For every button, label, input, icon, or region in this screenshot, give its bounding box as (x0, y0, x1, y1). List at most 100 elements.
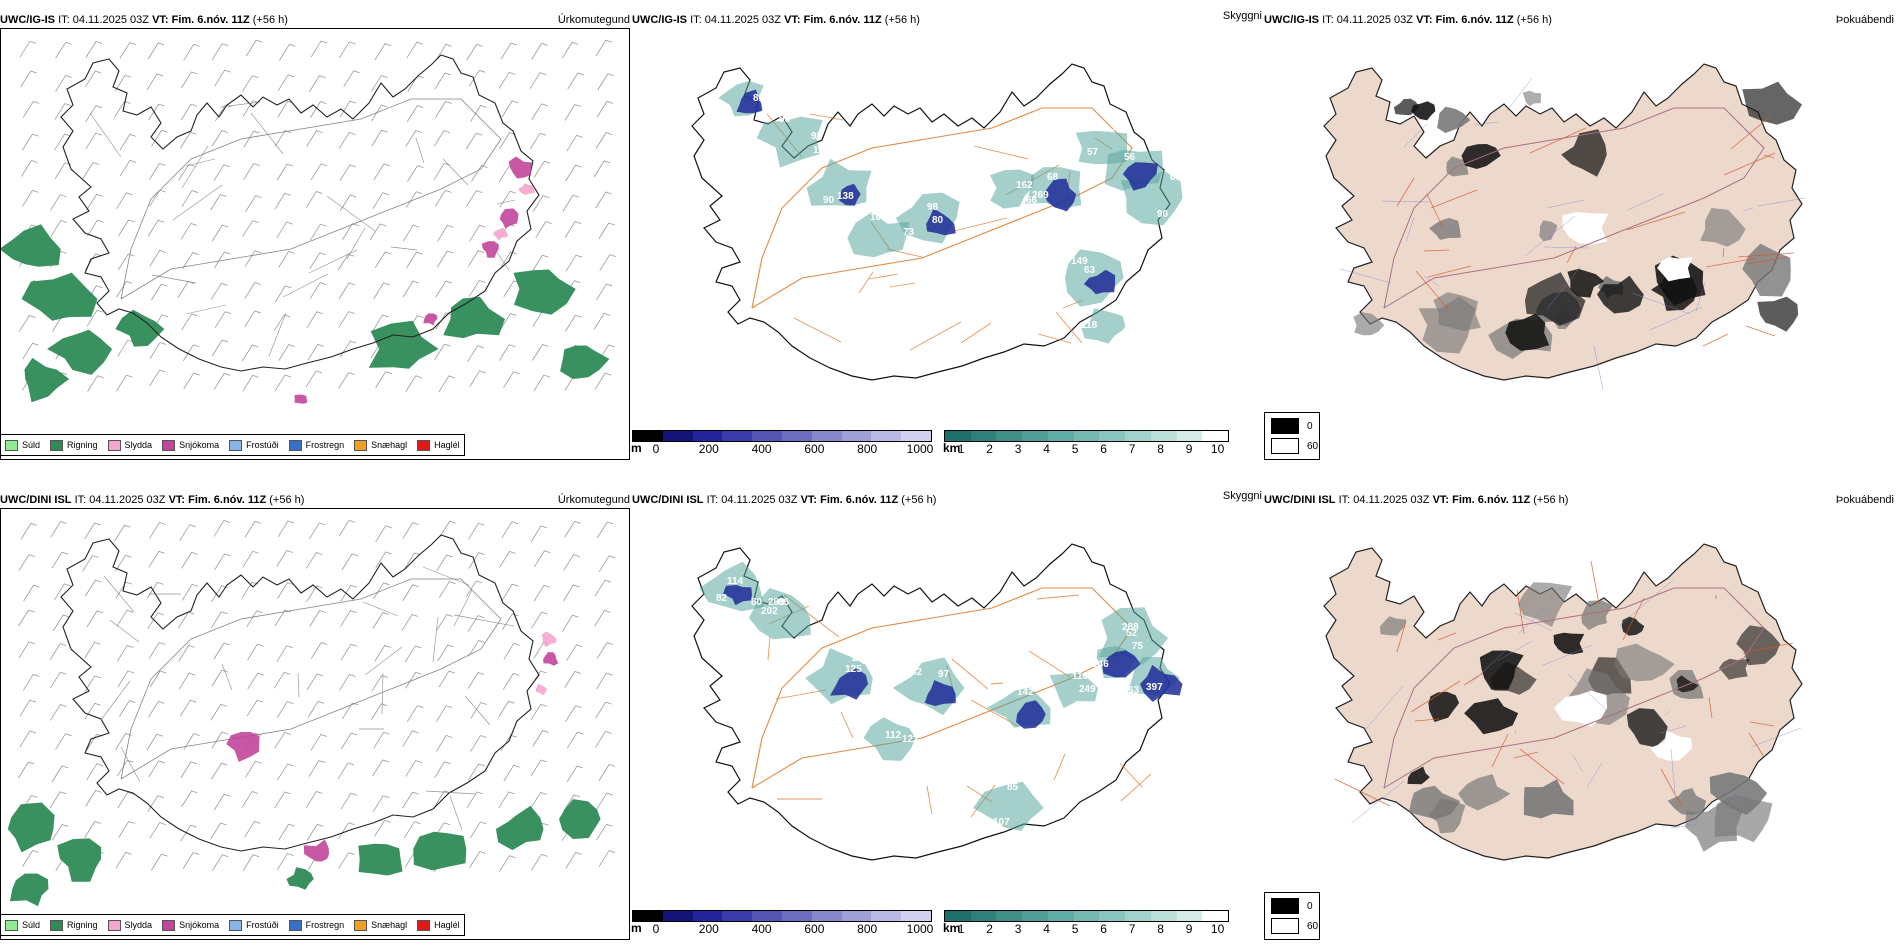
road-segment (858, 271, 874, 294)
wind-barb (437, 644, 454, 662)
wind-barb (179, 524, 196, 541)
legend-label: Rigning (67, 920, 98, 930)
colorbar-unit: km (943, 921, 961, 935)
wind-barb (211, 43, 229, 61)
colorbar-swatch (662, 911, 693, 921)
road-segment (1430, 189, 1478, 209)
cloudbase-colorbar-swatches (632, 430, 932, 442)
vt-value: Fim. 6.nóv. 11Z (820, 494, 899, 506)
cloudbase-label: 122 (902, 734, 919, 745)
wind-barb (246, 699, 264, 717)
wind-barb (54, 103, 72, 120)
wind-barb (597, 73, 614, 90)
wind-barb (501, 613, 519, 631)
legend-swatch (162, 439, 176, 451)
wind-barb (274, 192, 291, 210)
road-segment (453, 614, 515, 627)
fog-index-area (1464, 698, 1519, 735)
wind-barb (374, 819, 391, 837)
wind-barb (279, 43, 296, 61)
wind-barb (564, 221, 582, 238)
rain-area (443, 296, 505, 339)
rain-area (413, 831, 467, 871)
legend-item-snow: Snjókoma (162, 439, 219, 451)
wind-barb (178, 611, 195, 629)
wind-barb (87, 219, 104, 237)
road-segment (926, 785, 933, 815)
cloudbase-label: 125 (845, 664, 862, 675)
road-segment (151, 274, 197, 284)
road-segment (1705, 257, 1758, 268)
wind-barb (82, 162, 100, 179)
wind-barb (148, 642, 166, 659)
road-segment (120, 746, 141, 783)
cloudbase-label: 97 (938, 669, 950, 680)
wind-barb (241, 344, 259, 362)
vt-value: Fim. 6.nóv. 11Z (1435, 14, 1514, 26)
road-segment (1524, 215, 1576, 257)
legend-label: Rigning (67, 440, 98, 450)
cloudbase-label: 112 (885, 730, 902, 741)
wind-barb (147, 612, 164, 630)
snow-area (294, 394, 308, 404)
wind-barb (503, 764, 520, 782)
wind-barb (499, 550, 516, 568)
legend-item-drizzle: Súld (5, 919, 40, 931)
cloudbase-label: 75 (1132, 641, 1144, 652)
wind-barb (18, 609, 35, 627)
wind-barb (22, 673, 40, 691)
sleet-area (541, 631, 557, 647)
wind-barb (467, 672, 485, 689)
road-segment (775, 689, 827, 700)
wind-barb (402, 224, 420, 242)
wind-barb (276, 645, 293, 663)
wind-barb (532, 730, 549, 747)
legend-swatch (417, 439, 431, 451)
wind-barb (117, 670, 135, 688)
road-segment (1513, 751, 1539, 759)
road-segment (1723, 152, 1776, 176)
legend-label: Snjókoma (179, 920, 220, 930)
wind-barb (183, 372, 200, 390)
road-segment (1664, 710, 1671, 716)
colorbar-swatch (1202, 911, 1229, 921)
wind-barb (503, 672, 520, 690)
road-segment (1405, 216, 1415, 243)
wind-barb (115, 581, 133, 599)
legend-item-hail: Haglél (417, 919, 460, 931)
wind-barb (466, 791, 484, 809)
road-network (1383, 587, 1765, 789)
wind-barb (566, 731, 584, 749)
wind-barb (146, 581, 164, 599)
wind-barb (18, 641, 36, 659)
road-segment (346, 227, 366, 260)
wind-barb (116, 609, 134, 627)
wind-barb (244, 520, 262, 538)
wind-barb (243, 163, 260, 180)
wind-barb (18, 315, 36, 332)
wind-barb (563, 794, 581, 812)
road-segment (1519, 748, 1565, 785)
visibility-colorbar: 1 2 3 4 5 6 7 8 9 10 km (943, 910, 1229, 936)
wind-barb (213, 642, 231, 660)
wind-barb (183, 733, 200, 750)
colorbar-swatch (871, 911, 902, 921)
wind-barb (114, 74, 132, 92)
cloudbase-label: 80 (932, 215, 944, 226)
wind-barb (210, 194, 227, 211)
road-segment (109, 619, 140, 643)
fog-legend-swatch-black (1271, 418, 1299, 434)
vt-label: VT: (152, 14, 169, 26)
wind-barb (276, 550, 293, 567)
wind-barb (337, 253, 355, 271)
wind-barb (406, 705, 424, 722)
legend-item-freezing-rain: Frostregn (288, 919, 344, 931)
road-segment (364, 646, 403, 676)
it-label: IT: (1338, 494, 1351, 506)
colorbar-swatch (901, 911, 931, 921)
wind-barb (54, 583, 71, 601)
wind-barb (86, 610, 104, 628)
cloudbase-label: 85 (1007, 782, 1019, 793)
visibility-area (973, 781, 1044, 831)
colorbar-tick: 1000 (906, 442, 934, 456)
